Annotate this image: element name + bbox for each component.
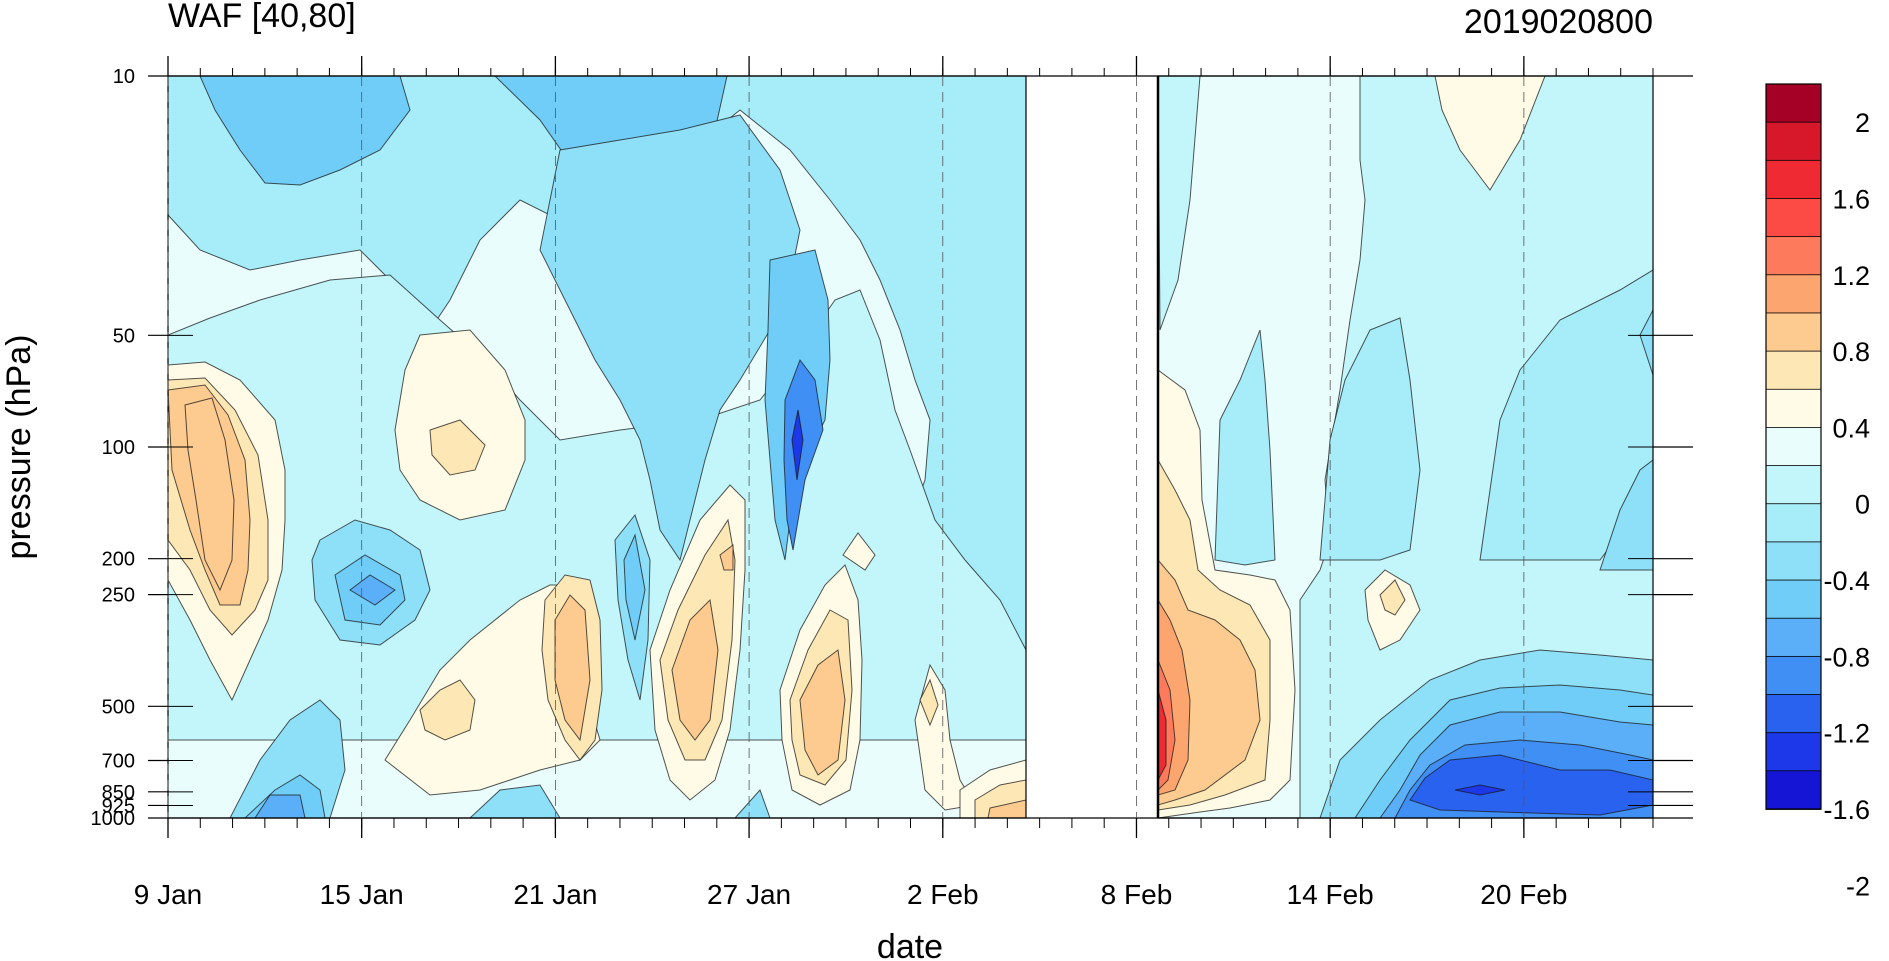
- contour-region: [734, 789, 771, 818]
- contour-region: [719, 543, 734, 571]
- colorbar-label: 0: [1855, 490, 1870, 520]
- colorbar-label: 1.6: [1832, 184, 1870, 214]
- colorbar-label: -0.4: [1823, 566, 1870, 596]
- contour-region: [1599, 459, 1653, 571]
- colorbar-swatch: [1765, 579, 1822, 620]
- y-tick-label: 200: [102, 549, 135, 571]
- contour-region: [791, 409, 804, 481]
- contour-fill-right: [1158, 76, 1653, 818]
- y-tick-label: 700: [102, 751, 135, 773]
- colorbar-swatch: [1765, 770, 1822, 810]
- colorbar-swatch: [1765, 198, 1822, 238]
- contour-region: [1379, 579, 1406, 616]
- contour-region: [842, 532, 876, 571]
- contour-region: [469, 784, 561, 818]
- chart-title-right: 2019020800: [1464, 3, 1653, 41]
- contour-region: [1214, 329, 1276, 566]
- x-tick-label: 2 Feb: [907, 879, 979, 910]
- colorbar-swatch: [1765, 350, 1822, 391]
- contour-region: [1158, 76, 1201, 331]
- y-axis-label: pressure (hPa): [0, 335, 38, 560]
- y-tick-label: 1000: [91, 808, 136, 830]
- contour-region: [1639, 309, 1653, 376]
- colorbar-label: 2: [1855, 108, 1870, 138]
- colorbar-label: -0.8: [1823, 642, 1870, 672]
- colorbar-swatch: [1765, 159, 1822, 200]
- colorbar-swatch: [1765, 236, 1822, 276]
- colorbar-label: 0.8: [1832, 337, 1870, 367]
- colorbar-swatch: [1765, 617, 1822, 658]
- colorbar-swatch: [1765, 312, 1822, 353]
- y-tick-label: 250: [102, 585, 135, 607]
- contour-region: [539, 114, 801, 562]
- contour-region: [254, 794, 306, 818]
- y-tick-label: 100: [102, 437, 135, 459]
- contour-region: [199, 76, 411, 186]
- chart-title-left: WAF [40,80]: [168, 0, 356, 35]
- x-axis-label: date: [877, 928, 943, 961]
- contour-region: [554, 594, 591, 742]
- colorbar-label: 0.4: [1832, 413, 1870, 443]
- x-tick-label: 20 Feb: [1480, 879, 1567, 910]
- colorbar-swatch: [1765, 388, 1822, 429]
- y-tick-label: 500: [102, 696, 135, 718]
- contour-region: [184, 397, 235, 592]
- colorbar-swatch: [1765, 121, 1822, 162]
- colorbar-swatch: [1765, 427, 1822, 467]
- contour-region: [919, 678, 939, 727]
- x-tick-label: 8 Feb: [1101, 879, 1173, 910]
- contour-fill-left: [168, 76, 1026, 818]
- y-tick-label: 850: [102, 782, 135, 804]
- colorbar-swatch: [1765, 83, 1822, 124]
- colorbar-label: -1.6: [1823, 795, 1870, 825]
- contour-region: [349, 574, 396, 606]
- y-tick-label: 10: [113, 66, 135, 88]
- colorbar-swatch: [1765, 655, 1822, 696]
- contour-region: [1409, 754, 1653, 816]
- x-tick-label: 15 Jan: [320, 879, 404, 910]
- colorbar-swatch: [1765, 732, 1822, 772]
- contour-region: [419, 679, 476, 741]
- contour-region: [671, 598, 719, 741]
- colorbar-swatch: [1765, 541, 1822, 581]
- y-tick-label: 925: [102, 795, 135, 817]
- contour-region: [987, 799, 1026, 818]
- colorbar-label: -1.2: [1823, 719, 1870, 749]
- colorbar: 2 1.6 1.2 0.8 0.4 0 -0.4 -0.8 -1.2 -1.6 -2: [1765, 83, 1870, 901]
- contour-region: [799, 649, 846, 776]
- x-axis: 9 Jan 15 Jan 21 Jan 27 Jan 2 Feb 8 Feb 14 Feb 2…: [134, 56, 1654, 910]
- x-tick-label: 21 Jan: [513, 879, 597, 910]
- y-tick-label: 50: [113, 325, 135, 347]
- colorbar-label: 1.2: [1832, 261, 1870, 291]
- colorbar-swatch: [1765, 694, 1822, 734]
- contour-region: [1158, 689, 1167, 781]
- colorbar-frame: [1765, 83, 1822, 810]
- colorbar-swatch: [1765, 274, 1822, 314]
- colorbar-swatch: [1765, 465, 1822, 505]
- x-tick-label: 9 Jan: [134, 879, 203, 910]
- x-tick-label: 14 Feb: [1287, 879, 1374, 910]
- colorbar-label: -2: [1846, 871, 1870, 901]
- x-tick-label: 27 Jan: [707, 879, 791, 910]
- contour-region: [783, 358, 824, 551]
- contour-region: [623, 533, 646, 641]
- contour-region: [429, 419, 486, 476]
- colorbar-swatch: [1765, 503, 1822, 543]
- contour-region: [1319, 317, 1421, 561]
- contour-region: [1454, 784, 1506, 796]
- contour-region: [1434, 76, 1546, 191]
